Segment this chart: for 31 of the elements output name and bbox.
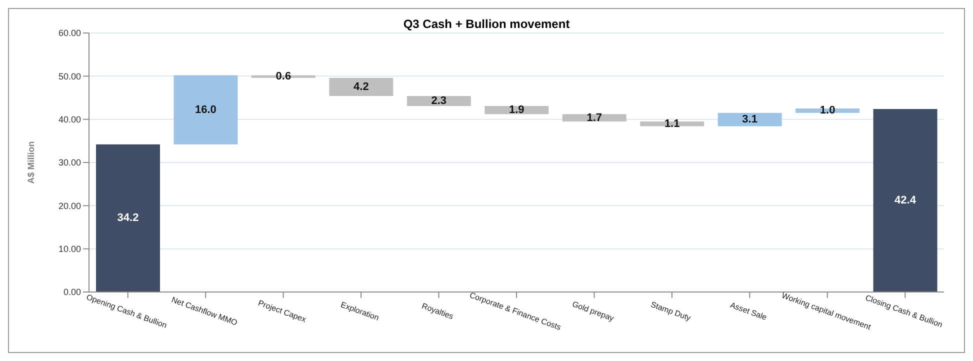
data-label: 3.1 — [742, 114, 758, 126]
y-tick-label: 20.00 — [58, 200, 81, 211]
y-tick-label: 30.00 — [58, 158, 81, 168]
bar — [96, 144, 160, 292]
y-tick-label: 50.00 — [58, 71, 81, 82]
bar — [718, 112, 782, 126]
data-label: 1.9 — [508, 104, 524, 116]
y-tick-label: 0.00 — [63, 287, 81, 298]
x-tick-label: Stamp Duty — [650, 300, 692, 323]
bar — [329, 78, 394, 96]
y-tick-label: 10.00 — [58, 244, 81, 254]
x-tick-label: Project Capex — [256, 298, 308, 324]
bar — [562, 114, 626, 122]
data-label: 0.6 — [276, 70, 292, 83]
x-tick-label: Gold prepay — [571, 300, 616, 323]
data-label: 2.3 — [431, 94, 447, 107]
data-label: 34.2 — [117, 212, 139, 224]
data-label: 4.2 — [354, 80, 369, 93]
bar — [873, 108, 938, 292]
data-label: 1.7 — [586, 112, 602, 124]
bar — [174, 75, 238, 144]
data-label: 16.0 — [195, 104, 216, 116]
data-label: 1.0 — [820, 104, 836, 117]
bar — [406, 96, 471, 106]
data-label: 42.4 — [894, 194, 917, 206]
chart-title: Q3 Cash + Bullion movement — [403, 17, 570, 31]
y-tick-label: 40.00 — [58, 114, 81, 125]
y-tick-label: 60.00 — [58, 28, 81, 38]
y-axis-title: A$ Million — [26, 141, 36, 184]
x-tick-label: Asset Sale — [728, 300, 769, 322]
data-label: 1.1 — [664, 118, 680, 130]
